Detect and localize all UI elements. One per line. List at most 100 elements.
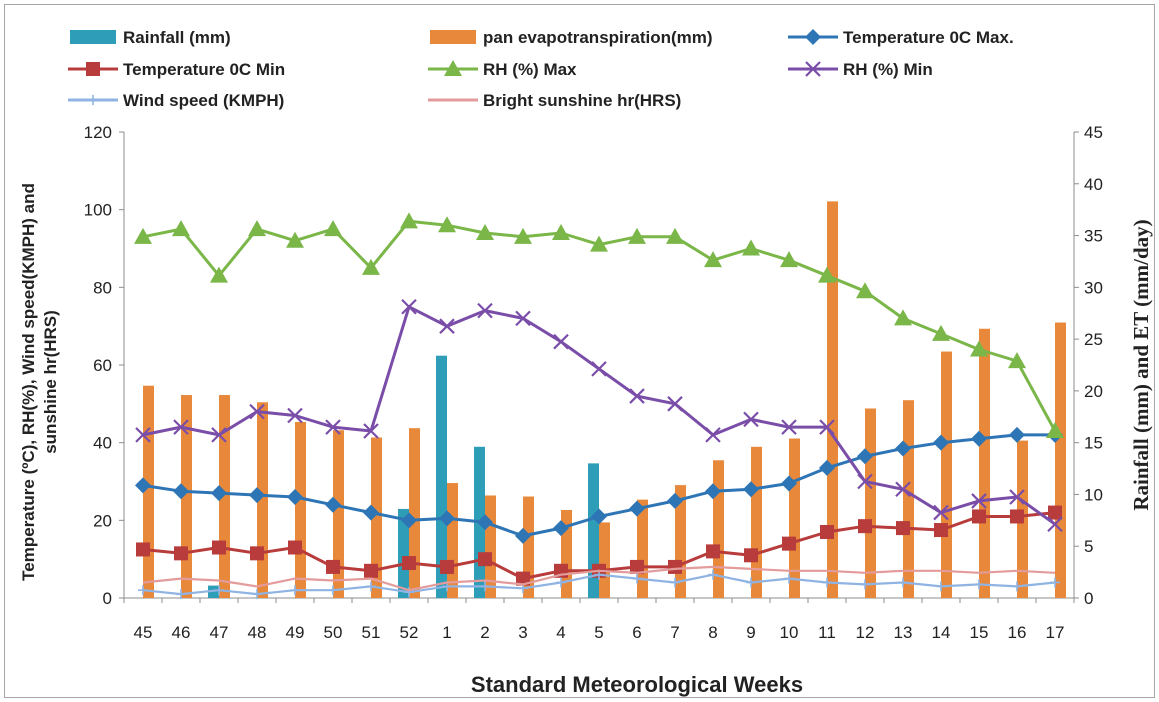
wind-speed-point: [784, 573, 794, 584]
y2-tick-label: 35: [1084, 227, 1103, 246]
x-tick-label: 11: [818, 623, 836, 642]
temp-min-point: [820, 524, 834, 539]
legend-label: Temperature 0C Min: [123, 60, 285, 79]
temp-max-point: [477, 514, 493, 531]
temp-min-point: [1010, 509, 1024, 524]
legend-marker: [805, 61, 821, 77]
evapotranspiration-bar: [143, 385, 154, 598]
x-tick-label: 45: [134, 623, 153, 642]
rh-max-point: [400, 212, 418, 229]
evapotranspiration-bar: [903, 400, 914, 598]
wind-speed-point: [936, 581, 946, 592]
x-tick-label: 1: [442, 623, 451, 642]
rh-min-point: [135, 427, 151, 443]
x-tick-label: 8: [708, 623, 717, 642]
wind-speed-point: [176, 589, 186, 600]
wind-speed-point: [366, 581, 376, 592]
legend-label: RH (%) Max: [483, 60, 577, 79]
temp-min-point: [1048, 505, 1062, 520]
x-tick-label: 17: [1046, 623, 1065, 642]
rh-max-point: [742, 239, 760, 256]
evapotranspiration-bar: [257, 402, 268, 598]
wind-speed-point: [252, 589, 262, 600]
rh-max-point: [248, 220, 266, 237]
y2-tick-label: 10: [1084, 485, 1103, 504]
temp-min-point: [174, 546, 188, 561]
x-tick-label: 46: [172, 623, 191, 642]
rh-max-point: [362, 258, 380, 275]
x-tick-label: 16: [1008, 623, 1027, 642]
x-tick-label: 48: [248, 623, 267, 642]
evapotranspiration-bar: [371, 437, 382, 598]
x-tick-label: 13: [894, 623, 913, 642]
y-tick-label: 100: [84, 201, 112, 220]
rh-min-point: [249, 403, 265, 420]
wind-speed-point: [860, 579, 870, 590]
evapotranspiration-bar: [637, 499, 648, 598]
x-axis-title: Standard Meteorological Weeks: [471, 672, 803, 697]
rh-max-point: [476, 223, 494, 240]
rh-max-point: [286, 231, 304, 248]
rh-max-point: [1008, 352, 1026, 369]
y2-tick-label: 40: [1084, 175, 1103, 194]
x-tick-label: 9: [746, 623, 755, 642]
legend-marker: [88, 95, 98, 105]
temp-min-point: [516, 571, 530, 586]
rh-min-point: [895, 481, 911, 498]
temp-max-point: [439, 510, 455, 527]
legend-label: Rainfall (mm): [123, 28, 231, 47]
rh-max-point: [1046, 422, 1064, 439]
rainfall-bar: [436, 355, 447, 598]
rh-max-point: [324, 220, 342, 237]
wind-speed-point: [480, 581, 490, 592]
legend-label: Temperature 0C Max.: [843, 28, 1014, 47]
y-axis-title-line2: sunshine hr(HRS): [41, 310, 60, 454]
wind-speed-point: [138, 585, 148, 596]
evapotranspiration-bar: [941, 351, 952, 598]
x-tick-label: 52: [400, 623, 419, 642]
rh-max-point: [780, 251, 798, 268]
legend-marker: [86, 62, 100, 76]
x-tick-label: 49: [286, 623, 305, 642]
x-tick-label: 10: [780, 623, 799, 642]
x-tick-label: 4: [556, 623, 565, 642]
x-tick-label: 15: [970, 623, 989, 642]
rh-min-point: [287, 407, 303, 424]
evapotranspiration-bar: [865, 408, 876, 598]
legend-marker: [444, 60, 462, 76]
rh-max-point: [704, 251, 722, 268]
rh-min-point: [477, 302, 493, 319]
legend: Rainfall (mm) pan evapotranspiration(mm) T…: [68, 28, 1014, 110]
rh-min-point: [781, 419, 797, 435]
rh-max-point: [666, 227, 684, 244]
wind-speed-point: [708, 569, 718, 580]
temp-max-point: [667, 492, 683, 509]
temp-max-point: [1009, 426, 1025, 443]
rh-min-point: [1047, 516, 1063, 532]
rh-max-point: [590, 235, 608, 252]
rh-min-point: [173, 419, 189, 435]
temp-max-point: [135, 477, 151, 494]
temp-max-point: [363, 504, 379, 521]
temp-max-point: [553, 520, 569, 537]
wind-speed-point: [1050, 577, 1060, 588]
rh-min-point: [515, 310, 531, 327]
rh-min-point: [363, 423, 379, 439]
rh-min-point: [667, 396, 683, 412]
x-tick-label: 7: [670, 623, 679, 642]
x-tick-label: 5: [594, 623, 603, 642]
temp-max-point: [173, 483, 189, 500]
evapotranspiration-bar: [447, 483, 458, 598]
x-tick-label: 6: [632, 623, 641, 642]
rainfall-bar: [398, 508, 409, 598]
wind-speed-point: [290, 585, 300, 596]
rh-min-point: [971, 493, 987, 509]
rh-max-point: [628, 227, 646, 244]
temp-max-point: [287, 489, 303, 506]
evapotranspiration-bar: [219, 395, 230, 598]
temp-min-point: [744, 548, 758, 563]
rh-min-point: [401, 298, 417, 315]
rh-max-point: [514, 227, 532, 244]
rh-min-point: [705, 427, 721, 443]
